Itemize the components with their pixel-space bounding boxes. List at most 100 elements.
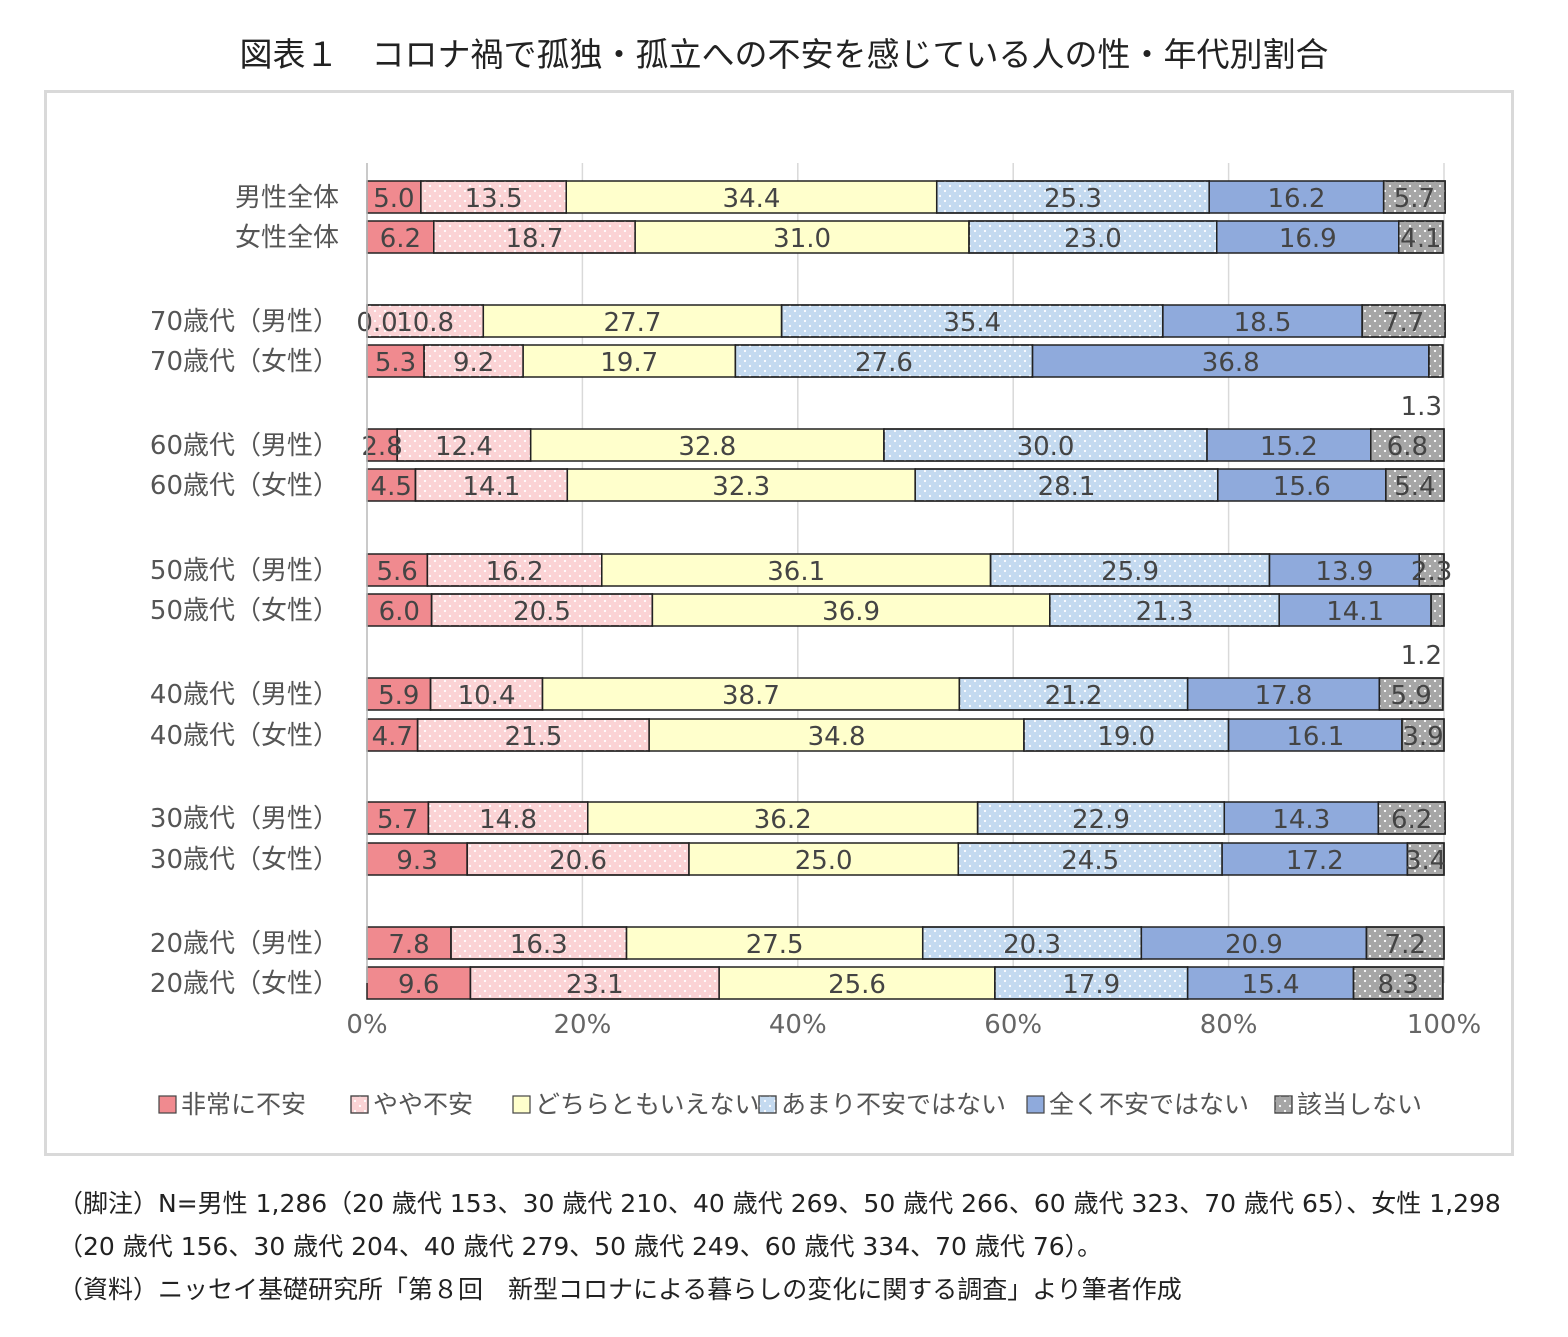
bar-segment	[601, 553, 992, 587]
data-label: 16.9	[1279, 224, 1337, 254]
data-label: 30.0	[1017, 432, 1075, 462]
bar-segment	[651, 593, 1051, 627]
data-label: 21.5	[504, 722, 562, 752]
category-label: 50歳代（男性）	[150, 556, 339, 586]
data-label: 4.5	[371, 472, 412, 502]
bar-segment	[566, 468, 916, 502]
category-label: 70歳代（女性）	[150, 347, 339, 377]
legend-label: 非常に不安	[181, 1090, 306, 1119]
bar-segment-texture	[958, 677, 1189, 711]
legend-label: どちらともいえない	[535, 1090, 760, 1119]
data-label: 13.5	[465, 184, 523, 214]
legend-swatch	[512, 1095, 531, 1114]
bar-segment-texture	[433, 220, 636, 254]
bar-segment-texture	[1382, 180, 1446, 214]
bar-segment-texture	[429, 677, 544, 711]
data-label: 5.3	[375, 348, 416, 378]
data-label: 27.7	[604, 308, 662, 338]
bar-segment	[1223, 801, 1380, 835]
legend-swatch-texture	[758, 1095, 777, 1114]
bar-segment	[634, 220, 970, 254]
bar-segment-texture	[1398, 220, 1444, 254]
bar-segment	[1208, 180, 1385, 214]
bar-segment-texture	[935, 180, 1210, 214]
bar-segment	[522, 344, 737, 378]
category-label: 女性全体	[235, 223, 339, 253]
footnotes: （脚注）N=男性 1,286（20 歳代 153、30 歳代 210、40 歳代…	[58, 1182, 1538, 1311]
chart-title: 図表１ コロナ禍で孤独・孤立への不安を感じている人の性・年代別割合	[239, 35, 1329, 74]
data-label: 10.8	[396, 308, 454, 338]
category-label: 40歳代（女性）	[150, 721, 339, 751]
bar-segment	[1186, 966, 1355, 1000]
bar-segment	[366, 428, 398, 462]
bar-segment	[366, 966, 472, 1000]
bar-segment-texture	[414, 468, 569, 502]
legend-label: あまり不安ではない	[781, 1090, 1006, 1119]
bar-segment-texture	[1418, 553, 1445, 587]
data-label: 16.2	[486, 557, 544, 587]
data-label: 1.3	[1401, 392, 1442, 422]
data-label: 34.8	[808, 722, 866, 752]
data-label: 21.2	[1045, 681, 1103, 711]
data-label: 5.9	[1390, 681, 1431, 711]
data-label: 4.7	[372, 722, 413, 752]
bar-segment-texture	[976, 801, 1226, 835]
legend-label: 全く不安ではない	[1049, 1090, 1249, 1119]
bar-segment-texture	[466, 842, 690, 876]
category-label: 70歳代（男性）	[150, 307, 339, 337]
data-label: 25.3	[1044, 184, 1102, 214]
data-label: 28.1	[1038, 472, 1096, 502]
x-tick-label: 20%	[554, 1010, 612, 1040]
bar-segment-texture	[1401, 718, 1445, 752]
data-label: 15.2	[1260, 432, 1318, 462]
data-label: 6.2	[1391, 805, 1432, 835]
footnote-sample-size: （脚注）N=男性 1,286（20 歳代 153、30 歳代 210、40 歳代…	[58, 1189, 1501, 1218]
legend-label: やや不安	[373, 1090, 473, 1119]
bar-segment	[366, 468, 417, 502]
bar-segment-texture	[989, 553, 1271, 587]
data-label: 15.4	[1242, 970, 1300, 1000]
bar-segment	[1162, 304, 1363, 338]
stacked-bar-chart: 男性全体 5.0 13.5 34.4 25.3 16.2 5.7 女性全体 6.2 18.7 31.…	[150, 163, 1481, 1119]
bar-segment-texture	[396, 428, 532, 462]
data-label: 14.1	[462, 472, 520, 502]
bar-segment	[1227, 718, 1403, 752]
data-label: 14.1	[1326, 597, 1384, 627]
legend-label: 該当しない	[1297, 1090, 1422, 1119]
bar-segment-texture	[914, 468, 1219, 502]
data-label: 2.8	[361, 432, 402, 462]
data-label: 3.9	[1402, 722, 1443, 752]
data-label: 7.7	[1383, 308, 1424, 338]
data-label: 17.9	[1062, 970, 1120, 1000]
data-label: 17.8	[1255, 681, 1313, 711]
bar-segment	[565, 180, 938, 214]
data-label: 32.8	[678, 432, 736, 462]
data-label: 19.7	[600, 348, 658, 378]
bar-segment	[1031, 344, 1430, 378]
bar-segment	[688, 842, 960, 876]
data-label: 20.3	[1003, 930, 1061, 960]
bar-segment-texture	[1428, 344, 1444, 378]
data-label: 25.9	[1101, 557, 1159, 587]
data-label: 5.9	[378, 681, 419, 711]
category-label: 40歳代（男性）	[150, 680, 339, 710]
data-label: 36.9	[822, 597, 880, 627]
data-label: 6.2	[380, 224, 421, 254]
data-label: 15.6	[1273, 472, 1331, 502]
data-label: 35.4	[943, 308, 1001, 338]
legend-swatch	[158, 1095, 177, 1114]
data-label: 27.6	[855, 348, 913, 378]
data-label: 27.5	[746, 930, 804, 960]
bar-segment-texture	[1049, 593, 1280, 627]
data-label: 36.8	[1202, 348, 1260, 378]
data-label: 9.6	[398, 970, 439, 1000]
data-label: 25.0	[795, 846, 853, 876]
data-label: 18.5	[1234, 308, 1292, 338]
data-label: 16.3	[510, 930, 568, 960]
data-label: 12.4	[435, 432, 493, 462]
data-label: 32.3	[712, 472, 770, 502]
data-label: 38.7	[722, 681, 780, 711]
category-label: 20歳代（女性）	[150, 969, 339, 999]
bar-segment-texture	[994, 966, 1189, 1000]
bar-segment-texture	[469, 966, 720, 1000]
